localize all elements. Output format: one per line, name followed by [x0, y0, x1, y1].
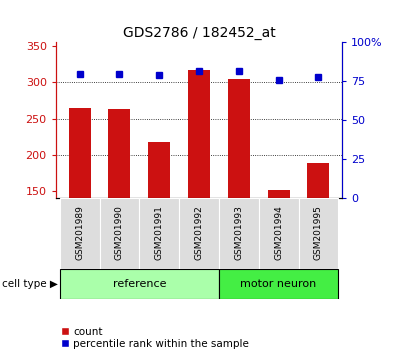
Bar [267, 189, 289, 198]
Title: GDS2786 / 182452_at: GDS2786 / 182452_at [123, 26, 275, 40]
Bar [179, 198, 219, 269]
Text: motor neuron: motor neuron [240, 279, 317, 289]
Bar [307, 164, 329, 198]
Bar [108, 109, 130, 198]
Text: GSM201992: GSM201992 [195, 205, 203, 259]
Bar [219, 198, 259, 269]
Bar [148, 142, 170, 198]
Bar [60, 269, 219, 299]
Text: GSM201991: GSM201991 [155, 205, 164, 260]
Text: reference: reference [113, 279, 166, 289]
Bar [60, 198, 100, 269]
Text: GSM201989: GSM201989 [75, 205, 84, 260]
Bar [100, 198, 139, 269]
Text: GSM201995: GSM201995 [314, 205, 323, 260]
Text: GSM201993: GSM201993 [234, 205, 243, 260]
Bar [188, 70, 210, 198]
Bar [139, 198, 179, 269]
Text: GSM201994: GSM201994 [274, 205, 283, 259]
Bar [219, 269, 338, 299]
Bar [298, 198, 338, 269]
Text: cell type ▶: cell type ▶ [2, 279, 58, 289]
Text: GSM201990: GSM201990 [115, 205, 124, 260]
Bar [69, 108, 91, 198]
Legend: count, percentile rank within the sample: count, percentile rank within the sample [61, 327, 249, 349]
Bar [228, 79, 250, 198]
Bar [259, 198, 298, 269]
